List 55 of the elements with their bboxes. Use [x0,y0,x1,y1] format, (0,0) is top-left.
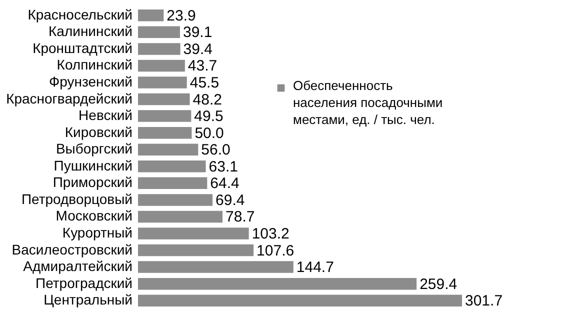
data-label: 64.4 [210,175,240,192]
bar [138,126,192,139]
data-label: 69.4 [216,192,245,209]
bar [138,244,254,256]
data-label: 107.6 [256,242,294,260]
data-label: 63.1 [208,158,238,176]
y-tick-label: Центральный [44,292,132,308]
data-label: 144.7 [296,259,334,276]
y-tick-label: Адмиралтейский [23,258,132,274]
bar [138,93,190,106]
data-label: 39.1 [182,24,212,42]
bar [138,261,294,273]
y-tick-label: Калининский [48,23,132,40]
data-label: 48.2 [192,91,222,108]
bar [138,76,187,88]
data-label: 23.9 [166,7,196,24]
bar [138,194,213,206]
y-tick-label: Выборгский [56,140,132,157]
bar [138,228,249,240]
data-label: 259.4 [420,276,458,293]
y-tick-label: Кронштадтский [32,40,132,56]
data-label: 49.5 [194,108,224,126]
y-tick-label: Московский [56,208,132,224]
bar [138,10,164,22]
bar [138,294,462,306]
data-label: 56.0 [201,142,230,159]
bar [138,26,180,38]
y-tick-label: Приморский [52,174,132,190]
y-tick-label: Невский [78,107,132,124]
y-tick-label: Петроградский [36,274,132,291]
bar [138,144,198,156]
y-tick-label: Курортный [62,224,132,240]
bar [138,160,206,172]
legend-label: Обеспеченность населения посадочными местами, ед. / тыс. чел. [293,78,443,127]
bar [138,278,417,290]
bar [138,177,208,190]
y-tick-label: Пушкинский [54,157,132,174]
y-tick-label: Петродворцовый [21,190,132,207]
y-tick-label: Фрунзенский [48,74,132,90]
y-tick-label: Красногвардейский [6,90,132,106]
y-tick-label: Красносельский [28,6,132,22]
bar [138,110,192,122]
y-tick-label: Колпинский [56,56,132,73]
bar [138,43,180,55]
data-label: 45.5 [190,74,220,92]
data-label: 39.4 [183,40,213,58]
y-tick-label: Василеостровский [12,241,132,258]
data-label: 103.2 [252,226,290,242]
data-label: 43.7 [188,58,218,75]
y-tick-label: Кировский [64,124,132,140]
data-label: 50.0 [194,124,224,142]
data-label: 301.7 [465,292,503,310]
bar [138,210,223,223]
data-label: 78.7 [226,208,255,226]
bar [138,60,185,72]
